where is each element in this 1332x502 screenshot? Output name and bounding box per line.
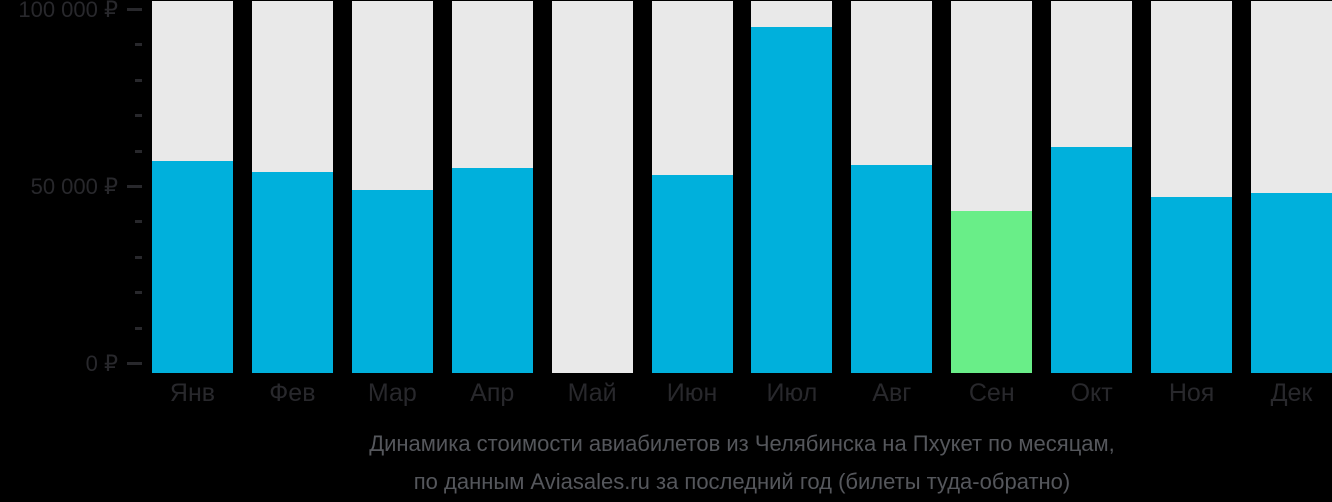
x-axis-label-jul: Июл: [766, 379, 818, 407]
x-axis-label-mar: Мар: [367, 379, 417, 407]
bar-column-apr: [451, 1, 533, 373]
x-axis-label-sep: Сен: [968, 379, 1015, 407]
y-axis-minor-tick: [135, 291, 142, 295]
bar-oct[interactable]: [1051, 147, 1133, 373]
plot-area: [152, 1, 1332, 373]
bar-feb[interactable]: [251, 171, 333, 373]
y-axis-minor-tick: [135, 255, 142, 259]
x-axis-label-dec: Дек: [1270, 379, 1313, 407]
x-axis-label-nov: Ноя: [1168, 379, 1215, 407]
bar-column-aug: [851, 1, 933, 373]
x-axis-label-apr: Апр: [470, 379, 515, 407]
bar-column-jan: [152, 1, 233, 373]
bar-column-sep: [951, 1, 1033, 373]
x-axis-labels: Янв Фев Мар Апр Май Июн Июл Авг Сен Окт Ноя Дек: [152, 379, 1332, 407]
chart-subtitle: по данным Aviasales.ru за последний год …: [413, 469, 1071, 494]
bar-column-may: [551, 1, 633, 373]
bar-column-feb: [251, 1, 333, 373]
bar-jul[interactable]: [751, 26, 833, 373]
x-axis-label-may: Май: [567, 379, 617, 407]
x-axis-label-oct: Окт: [1070, 379, 1113, 407]
y-axis-tick-label: 100 000 ₽: [18, 0, 118, 22]
y-axis-tick-label: 50 000 ₽: [30, 173, 118, 199]
bar-column-dec: [1250, 1, 1332, 373]
bar-column-oct: [1051, 1, 1133, 373]
y-axis-minor-tick: [135, 78, 142, 82]
bar-jun[interactable]: [651, 175, 733, 373]
y-axis-major-tick: [127, 362, 142, 365]
chart-title: Динамика стоимости авиабилетов из Челяби…: [369, 431, 1115, 456]
x-axis-label-jan: Янв: [169, 379, 216, 407]
bar-jan[interactable]: [152, 161, 233, 373]
y-axis-minor-tick: [135, 114, 142, 118]
bar-dec[interactable]: [1250, 193, 1332, 373]
bar-nov[interactable]: [1151, 196, 1233, 373]
y-axis-tick-label: 0 ₽: [85, 350, 118, 376]
y-axis-minor-tick: [135, 220, 142, 224]
x-axis-label-aug: Авг: [872, 379, 912, 407]
x-axis-label-feb: Фев: [269, 379, 316, 407]
bar-column-mar: [351, 1, 433, 373]
y-axis-minor-tick: [135, 326, 142, 330]
bar-column-jun: [651, 1, 733, 373]
bar-aug[interactable]: [851, 164, 933, 373]
y-axis: 100 000 ₽ 50 000 ₽ 0 ₽: [0, 0, 152, 420]
bar-column-jul: [751, 1, 833, 373]
bar-column-nov: [1151, 1, 1233, 373]
y-axis-minor-tick: [135, 43, 142, 47]
x-axis-label-jun: Июн: [666, 379, 718, 407]
chart-caption: Динамика стоимости авиабилетов из Челяби…: [152, 430, 1332, 495]
bar-mar[interactable]: [351, 189, 433, 373]
y-axis-major-tick: [127, 8, 142, 11]
bar-sep[interactable]: [951, 210, 1033, 373]
y-axis-major-tick: [127, 185, 142, 188]
bar-apr[interactable]: [451, 168, 533, 373]
y-axis-minor-tick: [135, 149, 142, 153]
